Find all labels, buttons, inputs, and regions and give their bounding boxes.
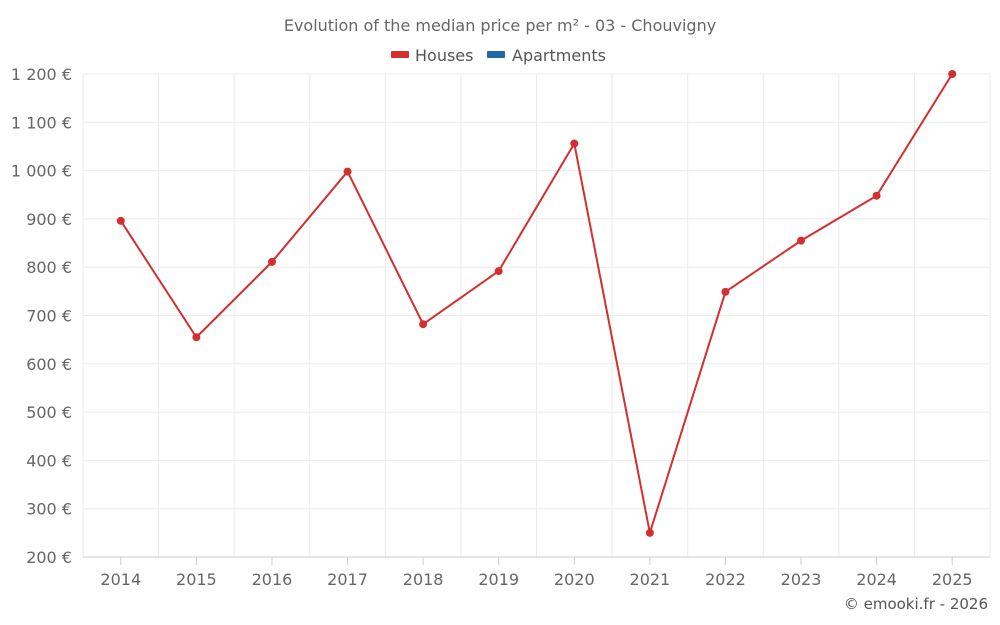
y-tick-label: 200 € (26, 548, 72, 567)
y-tick-label: 1 200 € (11, 65, 72, 84)
x-tick-label: 2019 (478, 570, 519, 589)
credit-text: © emooki.fr - 2026 (844, 595, 988, 613)
x-tick-label: 2025 (932, 570, 973, 589)
y-tick-label: 1 000 € (11, 162, 72, 181)
y-tick-label: 600 € (26, 355, 72, 374)
x-axis-ticks: 2014 2015 2016 2017 2018 2019 2020 2021 2022 2023… (100, 557, 973, 589)
x-tick-label: 2021 (630, 570, 671, 589)
x-tick-label: 2016 (252, 570, 293, 589)
y-axis-ticks: 200 € 300 € 400 € 500 € 600 € 700 € 800 € 900 €… (11, 65, 72, 567)
legend-swatch-apartments (487, 51, 505, 58)
y-tick-label: 300 € (26, 500, 72, 519)
x-tick-label: 2015 (176, 570, 217, 589)
x-tick-label: 2014 (100, 570, 141, 589)
data-point-houses[interactable] (192, 333, 201, 342)
x-tick-label: 2023 (781, 570, 822, 589)
y-tick-label: 1 100 € (11, 113, 72, 132)
legend-item-apartments[interactable]: Apartments (487, 46, 606, 65)
x-tick-label: 2017 (327, 570, 368, 589)
data-point-houses[interactable] (343, 167, 352, 176)
data-point-houses[interactable] (721, 287, 730, 296)
y-tick-label: 700 € (26, 307, 72, 326)
chart-title: Evolution of the median price per m² - 0… (284, 16, 716, 35)
legend-label-houses: Houses (415, 46, 473, 65)
x-tick-label: 2022 (705, 570, 746, 589)
data-point-houses[interactable] (419, 320, 428, 329)
y-tick-label: 900 € (26, 210, 72, 229)
legend-label-apartments: Apartments (512, 46, 606, 65)
data-point-houses[interactable] (645, 528, 654, 537)
data-point-houses[interactable] (494, 267, 503, 276)
data-point-houses[interactable] (872, 191, 881, 200)
data-point-houses[interactable] (116, 216, 125, 225)
data-point-houses[interactable] (570, 139, 579, 148)
data-point-houses[interactable] (267, 257, 276, 266)
x-tick-label: 2018 (403, 570, 444, 589)
y-tick-label: 400 € (26, 451, 72, 470)
legend-item-houses[interactable]: Houses (391, 46, 473, 65)
series-line-houses (119, 73, 954, 534)
y-tick-label: 800 € (26, 258, 72, 277)
y-tick-label: 500 € (26, 403, 72, 422)
data-point-houses[interactable] (797, 236, 806, 245)
x-tick-label: 2020 (554, 570, 595, 589)
x-tick-label: 2024 (856, 570, 897, 589)
data-point-houses[interactable] (948, 70, 957, 78)
grid (82, 73, 991, 558)
legend: Houses Apartments (391, 46, 606, 65)
series-houses (116, 70, 957, 537)
legend-swatch-houses (391, 51, 409, 58)
